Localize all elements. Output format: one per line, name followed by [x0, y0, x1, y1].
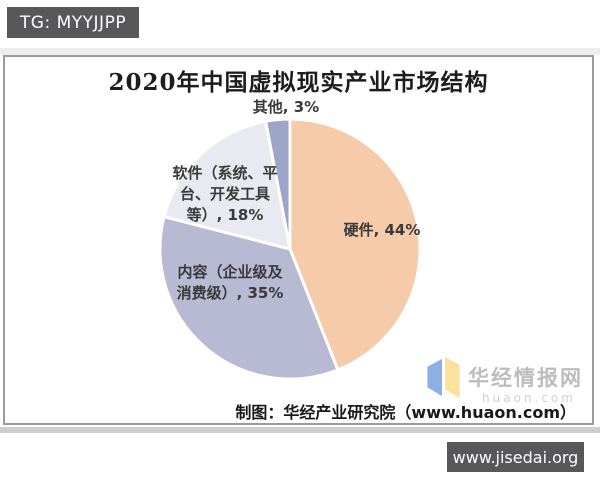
- source-note: 制图：华经产业研究院（www.huaon.com）: [235, 403, 576, 422]
- huajing-watermark-name: 华经情报网: [468, 366, 583, 390]
- pie-label-content: 内容（企业级及 消费级）, 35%: [176, 263, 284, 302]
- tg-watermark-badge: TG: MYYJJPP: [7, 7, 139, 38]
- chart-title: 2020年中国虚拟现实产业市场结构: [108, 69, 489, 96]
- huajing-watermark-url: huaon.com: [482, 391, 576, 405]
- pie-label-hardware: 硬件, 44%: [343, 221, 421, 239]
- huajing-book-logo-icon: [427, 356, 460, 399]
- pie-label-other: 其他, 3%: [252, 98, 320, 116]
- logo-right-page: [444, 356, 460, 399]
- top-divider: [0, 48, 600, 55]
- pie-label-software: 软件（系统、平 台、开发工具 等）, 18%: [172, 164, 278, 224]
- logo-left-page: [427, 358, 443, 397]
- jisedai-watermark-badge: www.jisedai.org: [447, 442, 584, 472]
- bottom-divider: [0, 427, 600, 433]
